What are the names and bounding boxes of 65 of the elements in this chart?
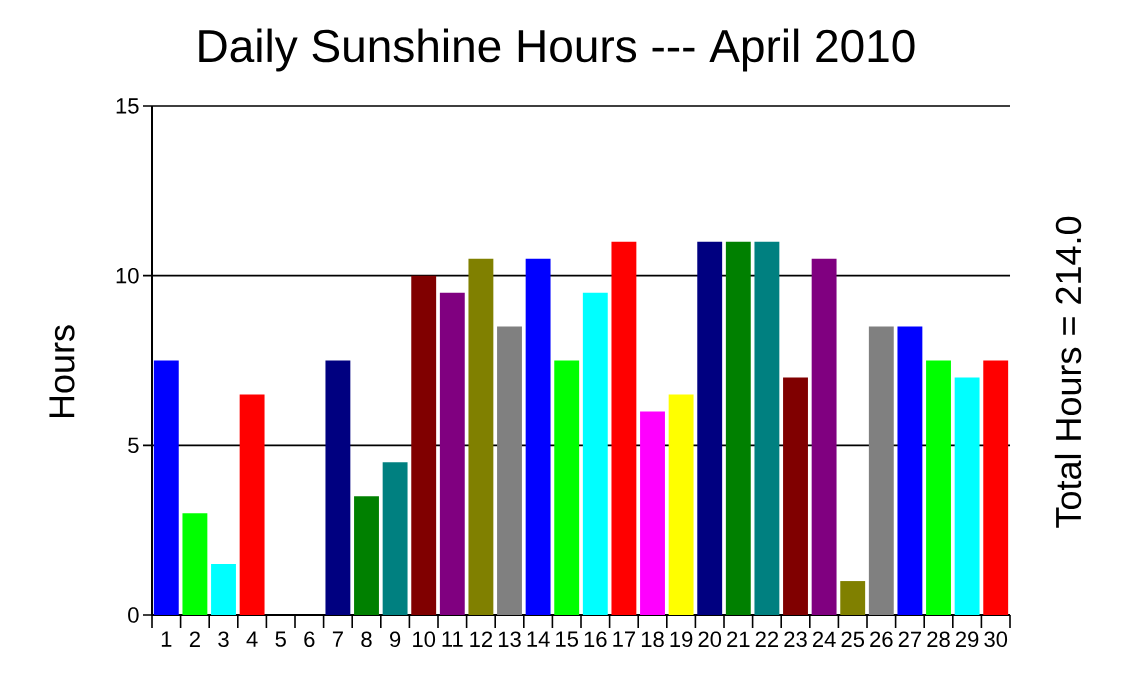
x-tick-label: 3 (218, 631, 229, 648)
x-tick-label: 4 (246, 631, 258, 647)
x-tick-label: 15 (556, 631, 579, 647)
x-tick-label: 13 (498, 631, 521, 648)
bar (439, 292, 465, 615)
bar (153, 360, 179, 615)
x-tick-label: 26 (870, 631, 893, 648)
bar (525, 258, 551, 615)
x-tick-label: 30 (984, 631, 1008, 648)
bar (239, 394, 265, 615)
bar (468, 258, 494, 615)
bar (640, 411, 665, 615)
y-tick-label: 15 (116, 98, 139, 114)
bar (983, 360, 1009, 615)
x-tick-label: 12 (470, 631, 493, 647)
y-tick-label: 0 (128, 607, 139, 623)
bar (497, 326, 522, 615)
x-tick-label: 16 (584, 631, 607, 648)
bar (182, 513, 208, 615)
bar (868, 326, 894, 615)
bar (897, 326, 923, 615)
y-tick-label: 5 (128, 437, 139, 454)
x-tick-label: 28 (927, 631, 950, 648)
text: Total Hours = 214.0 (1054, 216, 1082, 528)
x-tick-label: 14 (527, 631, 550, 647)
x-tick-label: 20 (698, 631, 722, 648)
x-tick-label: 11 (442, 631, 463, 647)
x-tick-label: 24 (812, 631, 836, 647)
x-tick-label: 22 (755, 631, 779, 647)
bar (697, 241, 723, 615)
x-tick-label: 9 (390, 631, 401, 648)
y-axis-title: Hours (49, 325, 75, 418)
bar (811, 258, 837, 615)
bar (954, 377, 980, 615)
x-tick-label: 8 (361, 631, 372, 648)
bar (926, 360, 951, 615)
x-tick-label: 25 (841, 631, 865, 648)
x-tick-label: 19 (670, 631, 693, 648)
x-tick-label: 6 (304, 631, 315, 648)
bar (325, 360, 351, 615)
bar (382, 462, 408, 615)
bar (783, 377, 808, 615)
y-tick-label: 10 (116, 267, 139, 284)
bar (554, 360, 580, 615)
x-tick-label: 21 (727, 631, 750, 647)
chart-title: Daily Sunshine Hours --- April 2010 (199, 28, 915, 72)
x-tick-label: 18 (641, 631, 664, 648)
bar (668, 394, 694, 615)
bar (840, 581, 866, 615)
bar (754, 241, 780, 615)
bar (411, 275, 437, 615)
x-tick-label: 2 (189, 631, 200, 647)
x-tick-label: 7 (332, 631, 343, 647)
bar (211, 564, 236, 615)
bar (582, 292, 608, 615)
x-tick-label: 10 (413, 631, 436, 648)
x-tick-label: 1 (161, 631, 172, 647)
x-tick-label: 17 (613, 631, 636, 647)
x-tick-label: 29 (955, 631, 979, 648)
bar (354, 496, 379, 615)
bar (611, 241, 637, 615)
bar (725, 241, 751, 615)
x-tick-label: 5 (275, 631, 286, 647)
x-tick-label: 27 (898, 631, 922, 647)
x-tick-label: 23 (784, 631, 807, 648)
